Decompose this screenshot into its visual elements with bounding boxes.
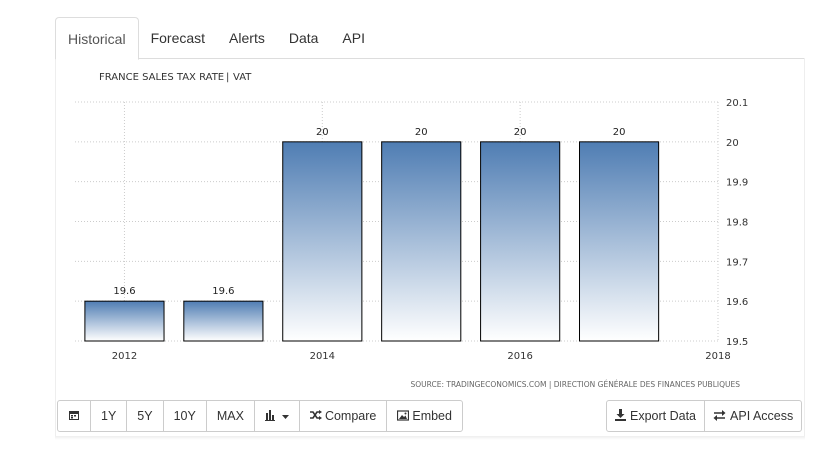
bar <box>381 141 462 342</box>
embed-button[interactable]: Embed <box>387 401 462 431</box>
bar <box>282 141 363 342</box>
compare-button[interactable]: Compare <box>300 401 388 431</box>
x-tick-label: 2012 <box>112 351 137 362</box>
embed-label: Embed <box>412 409 452 423</box>
bar-chart-icon <box>264 409 279 423</box>
range-10y-button[interactable]: 10Y <box>164 401 207 431</box>
range-1y-button[interactable]: 1Y <box>91 401 128 431</box>
y-tick-label: 19.7 <box>726 257 748 268</box>
y-axis: 19.5 19.6 19.7 19.8 19.9 20 20.1 <box>726 98 748 348</box>
data-label: 19.6 <box>113 286 135 297</box>
tab-forecast[interactable]: Forecast <box>150 30 206 46</box>
image-icon <box>397 409 410 423</box>
range-5y-button[interactable]: 5Y <box>127 401 164 431</box>
x-axis: 2012 2014 2016 2018 <box>112 351 731 362</box>
download-icon <box>615 409 626 423</box>
tab-alerts[interactable]: Alerts <box>229 30 265 46</box>
chart-title: FRANCE SALES TAX RATE <box>99 72 224 83</box>
tab-bar: Historical Forecast Alerts Data API <box>55 17 377 60</box>
export-data-button[interactable]: Export Data <box>607 401 706 431</box>
tab-historical[interactable]: Historical <box>55 17 139 60</box>
chart-subtitle: VAT <box>233 72 252 83</box>
range-max-button[interactable]: MAX <box>207 401 255 431</box>
y-tick-label: 19.6 <box>726 297 748 308</box>
x-tick-label: 2016 <box>507 351 532 362</box>
data-label: 20 <box>316 127 329 138</box>
bar <box>183 300 264 342</box>
chart-type-button[interactable] <box>255 401 300 431</box>
data-label: 20 <box>514 127 527 138</box>
caret-down-icon <box>281 410 289 422</box>
y-tick-label: 19.9 <box>726 178 748 189</box>
x-tick-label: 2014 <box>310 351 335 362</box>
bar <box>579 141 660 342</box>
export-data-label: Export Data <box>630 409 697 423</box>
shuffle-icon <box>309 409 322 423</box>
calendar-icon <box>68 409 80 423</box>
chart-title-group: FRANCE SALES TAX RATE | VAT <box>99 72 252 83</box>
tab-divider <box>55 58 804 59</box>
tab-data[interactable]: Data <box>288 30 319 46</box>
calendar-button[interactable] <box>58 401 91 431</box>
data-label: 20 <box>415 127 428 138</box>
y-tick-label: 19.8 <box>726 218 748 229</box>
y-tick-label: 19.5 <box>726 337 748 348</box>
bar <box>84 300 165 342</box>
exchange-icon <box>713 409 726 423</box>
api-access-label: API Access <box>730 409 794 423</box>
data-label: 19.6 <box>212 286 234 297</box>
bar <box>480 141 561 342</box>
chart-toolbar: 1Y 5Y 10Y MAX Compare Embed <box>57 400 463 432</box>
compare-label: Compare <box>324 409 377 423</box>
tab-api[interactable]: API <box>342 30 365 46</box>
panel-footer-shade <box>55 436 805 440</box>
x-tick-label: 2018 <box>705 351 730 362</box>
y-tick-label: 20 <box>726 138 739 149</box>
source-note: SOURCE: TRADINGECONOMICS.COM | DIRECTION… <box>411 380 741 389</box>
y-tick-label: 20.1 <box>726 98 748 109</box>
data-label: 20 <box>613 127 626 138</box>
api-access-button[interactable]: API Access <box>705 401 801 431</box>
chart: FRANCE SALES TAX RATE | VAT 19.6 19.6 20 20… <box>75 72 748 389</box>
bar-labels: 19.6 19.6 20 20 20 20 <box>113 127 625 297</box>
export-toolbar: Export Data API Access <box>606 400 803 432</box>
bars <box>84 141 660 342</box>
chart-title-separator: | <box>226 72 229 83</box>
chart-panel <box>55 58 805 438</box>
